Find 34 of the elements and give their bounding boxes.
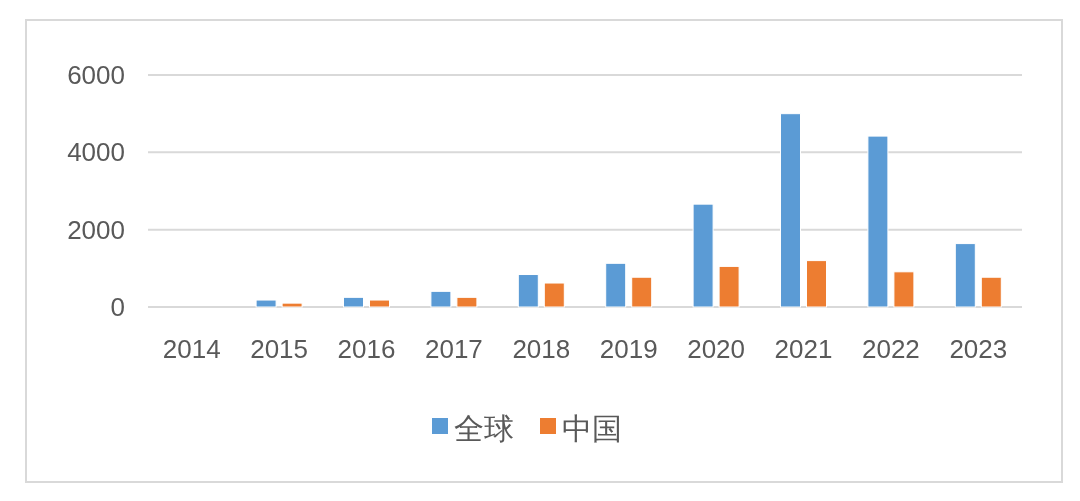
x-tick-label: 2014: [162, 334, 221, 364]
bar: [543, 282, 565, 308]
bar: [281, 302, 303, 308]
bar: [867, 135, 889, 308]
x-tick-label: 2018: [512, 334, 571, 364]
bar: [893, 271, 915, 308]
bar: [954, 243, 976, 308]
x-tick-label: 2023: [949, 334, 1008, 364]
y-tick-label: 6000: [67, 60, 125, 90]
bar: [692, 203, 714, 308]
bar: [430, 290, 452, 308]
bar: [631, 276, 653, 308]
bar: [605, 262, 627, 308]
bar: [780, 113, 801, 308]
bar: [980, 276, 1002, 308]
x-tick-label: 2020: [687, 334, 746, 364]
bar: [369, 299, 390, 308]
bar: [255, 299, 277, 308]
y-tick-label: 2000: [67, 214, 125, 245]
y-tick-label: 4000: [67, 137, 125, 168]
x-tick-label: 2019: [599, 334, 658, 364]
bar: [456, 296, 478, 308]
legend-label: 中国: [562, 412, 622, 445]
bar: [718, 265, 740, 308]
bar: [806, 260, 827, 308]
bar: [343, 296, 364, 308]
y-tick-label: 0: [110, 292, 125, 322]
legend-label: 全球: [454, 412, 514, 445]
x-tick-label: 2022: [861, 334, 920, 364]
x-tick-label: 2015: [250, 334, 309, 364]
x-tick-label: 2021: [774, 334, 833, 364]
bar: [517, 274, 539, 308]
x-tick-label: 2017: [424, 334, 483, 364]
x-tick-label: 2016: [337, 334, 396, 364]
